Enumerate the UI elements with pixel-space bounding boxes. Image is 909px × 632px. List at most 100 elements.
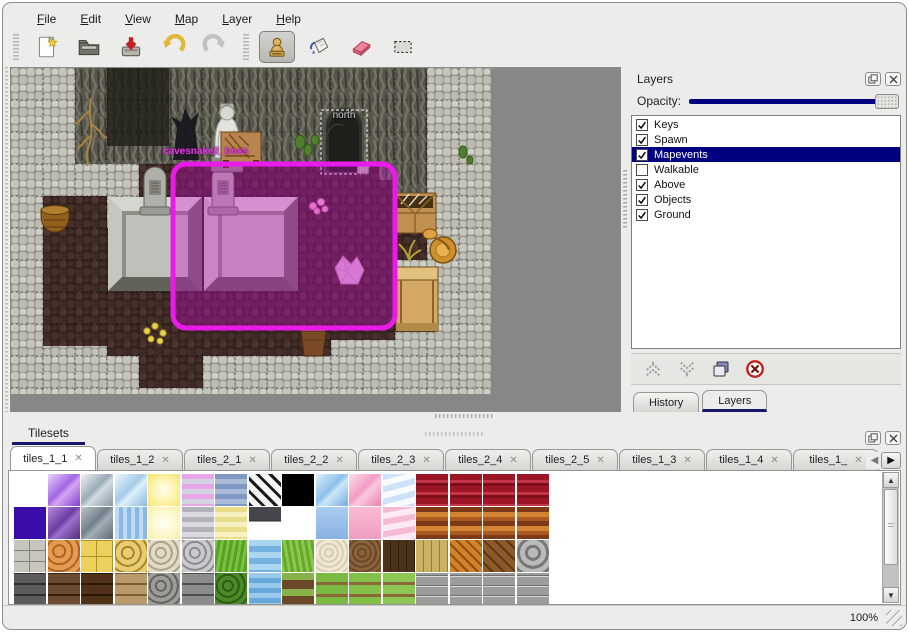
tileset-tile[interactable] (449, 474, 482, 506)
tileset-tab-tiles_2_3[interactable]: tiles_2_3 ✕ (358, 449, 444, 470)
tab-close-icon[interactable]: ✕ (161, 454, 170, 466)
scroll-down-icon[interactable]: ▼ (883, 587, 899, 603)
tileset-tile[interactable] (248, 573, 281, 604)
lower-layer-button[interactable] (675, 358, 699, 380)
map-canvas[interactable]: north cavesnake2_boss (11, 68, 491, 394)
menu-edit[interactable]: Edit (80, 12, 102, 26)
float-panel-button[interactable] (865, 431, 881, 445)
tab-close-icon[interactable]: ✕ (596, 454, 605, 466)
float-panel-button[interactable] (865, 72, 881, 86)
stamp-tool-button[interactable] (259, 31, 295, 63)
tileset-tile[interactable] (215, 540, 247, 572)
tab-history[interactable]: History (633, 392, 700, 412)
duplicate-layer-button[interactable] (709, 358, 733, 380)
tileset-tile[interactable] (349, 474, 381, 506)
tileset-tile[interactable] (47, 540, 80, 572)
layer-visible-checkbox[interactable] (636, 193, 648, 206)
tileset-tile[interactable] (114, 573, 147, 604)
scroll-up-icon[interactable]: ▲ (883, 472, 899, 488)
tileset-tile[interactable] (483, 573, 515, 604)
layer-row-above[interactable]: Above (632, 177, 900, 192)
tileset-tile[interactable] (315, 573, 348, 604)
tileset-tab-tiles_2_4[interactable]: tiles_2_4 ✕ (445, 449, 531, 470)
tileset-tile[interactable] (483, 540, 515, 572)
close-panel-button[interactable] (885, 72, 901, 86)
tileset-tile[interactable] (148, 507, 180, 539)
toolbar-drag-handle[interactable] (13, 34, 19, 60)
tab-close-icon[interactable]: ✕ (335, 454, 344, 466)
tileset-tile[interactable] (449, 540, 482, 572)
tileset-tile[interactable] (248, 540, 281, 572)
open-map-button[interactable] (71, 31, 107, 63)
fill-tool-button[interactable] (301, 31, 337, 63)
tilesets-dock-handle[interactable] (424, 432, 485, 436)
tileset-tile[interactable] (215, 573, 247, 604)
layer-row-objects[interactable]: Objects (632, 192, 900, 207)
scroll-tabs-left-icon[interactable]: ◀ (870, 455, 879, 466)
tileset-tab-tiles_2_1[interactable]: tiles_2_1 ✕ (184, 449, 270, 470)
tileset-tile[interactable] (449, 573, 482, 604)
tileset-tile[interactable] (47, 573, 80, 604)
tileset-tile[interactable] (483, 474, 515, 506)
redo-button[interactable] (197, 31, 233, 63)
tileset-tile[interactable] (114, 474, 147, 506)
delete-layer-button[interactable] (743, 358, 767, 380)
tileset-tile[interactable] (248, 474, 281, 506)
tileset-tab-tiles_2_2[interactable]: tiles_2_2 ✕ (271, 449, 357, 470)
tileset-tile[interactable] (416, 540, 448, 572)
horizontal-splitter[interactable] (3, 412, 906, 419)
tileset-tile[interactable] (349, 573, 381, 604)
undo-button[interactable] (155, 31, 191, 63)
tileset-tile[interactable] (81, 540, 113, 572)
toolbar-drag-handle[interactable] (243, 34, 249, 60)
opacity-slider[interactable] (689, 93, 899, 109)
map-dock-handle[interactable] (3, 67, 10, 412)
splitter-grip[interactable] (623, 169, 627, 230)
resize-grip[interactable] (886, 609, 902, 626)
layer-row-mapevents[interactable]: Mapevents (632, 147, 900, 162)
tileset-tab-tiles_1_2[interactable]: tiles_1_2 ✕ (97, 449, 183, 470)
tileset-tile[interactable] (516, 507, 549, 539)
tileset-tile[interactable] (148, 573, 180, 604)
tileset-tile[interactable] (148, 540, 180, 572)
tileset-tile[interactable] (382, 474, 415, 506)
tileset-tile[interactable] (382, 573, 415, 604)
tileset-tile[interactable] (282, 573, 314, 604)
scrollbar-thumb[interactable] (884, 489, 898, 565)
layer-row-spawn[interactable]: Spawn (632, 132, 900, 147)
tileset-tile[interactable] (382, 540, 415, 572)
tab-close-icon[interactable]: ✕ (509, 454, 518, 466)
eraser-tool-button[interactable] (343, 31, 379, 63)
scroll-tabs-right-icon[interactable]: ▶ (881, 452, 901, 469)
tileset-tile[interactable] (215, 474, 247, 506)
tileset-tile[interactable] (382, 507, 415, 539)
tileset-tile[interactable] (14, 573, 46, 604)
tileset-tile[interactable] (181, 573, 214, 604)
layer-row-walkable[interactable]: Walkable (632, 162, 900, 177)
layer-visible-checkbox[interactable] (636, 133, 648, 146)
menu-map[interactable]: Map (174, 12, 199, 26)
tileset-tile[interactable] (148, 474, 180, 506)
menu-help[interactable]: Help (276, 12, 301, 26)
scrollbar-trough[interactable] (883, 566, 899, 587)
tileset-tile[interactable] (416, 507, 448, 539)
layer-visible-checkbox[interactable] (636, 148, 648, 161)
tileset-tile[interactable] (114, 540, 147, 572)
tileset-tile[interactable] (282, 474, 314, 506)
tab-close-icon[interactable]: ✕ (683, 454, 692, 466)
map-view[interactable]: north cavesnake2_boss (10, 67, 621, 412)
tileset-tab-tiles_2_5[interactable]: tiles_2_5 ✕ (532, 449, 618, 470)
tileset-tile[interactable] (315, 540, 348, 572)
tab-layers[interactable]: Layers (702, 390, 768, 412)
tileset-tile[interactable] (282, 540, 314, 572)
tab-close-icon[interactable]: ✕ (422, 454, 431, 466)
splitter-grip[interactable] (435, 414, 495, 418)
tab-close-icon[interactable]: ✕ (74, 453, 83, 464)
tileset-tile[interactable] (47, 474, 80, 506)
opacity-slider-track[interactable] (689, 99, 895, 104)
vertical-splitter[interactable] (621, 67, 629, 412)
tileset-tile[interactable] (81, 474, 113, 506)
tilesets-panel-title[interactable]: Tilesets (12, 423, 85, 445)
menu-file[interactable]: File (37, 12, 57, 26)
tileset-tile[interactable] (14, 507, 46, 539)
